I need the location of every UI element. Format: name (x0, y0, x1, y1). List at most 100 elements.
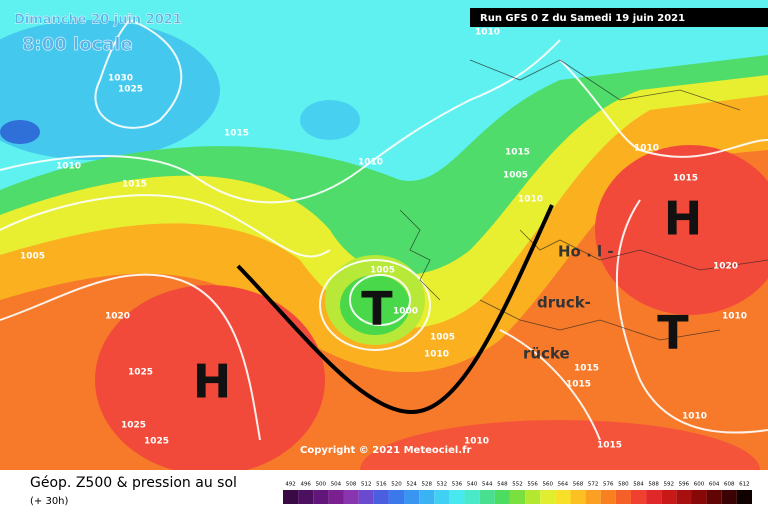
legend-tick-label: 496 (300, 482, 311, 488)
run-label: Run GFS 0 Z du Samedi 19 juin 2021 (480, 13, 685, 24)
legend-lead: (+ 30h) (30, 496, 69, 507)
legend-cell (358, 490, 374, 504)
isobar-label: 1015 (597, 441, 622, 451)
isobar-label: 1005 (20, 252, 45, 262)
field-low (0, 120, 40, 144)
legend-cell (525, 490, 541, 504)
coastlines (399, 59, 768, 341)
legend-tick-label: 568 (573, 482, 584, 488)
legend-tick-label: 572 (588, 482, 599, 488)
legend-tick-label: 608 (724, 482, 735, 488)
legend-tick-label: 592 (664, 482, 675, 488)
field-red (360, 420, 760, 470)
legend-cell (691, 490, 707, 504)
legend-tick-label: 576 (603, 482, 614, 488)
isobar-label: 1020 (713, 262, 738, 272)
legend-cell (313, 490, 329, 504)
isobar-label: 1020 (105, 312, 130, 322)
legend-tick-label: 544 (482, 482, 493, 488)
legend-tick-label: 508 (346, 482, 357, 488)
isobar-label: 1030 (108, 74, 133, 84)
legend-cell (434, 490, 450, 504)
legend-tick-label: 512 (361, 482, 372, 488)
isobar-label: 1010 (682, 412, 707, 422)
copyright: Copyright © 2021 Meteociel.fr (300, 445, 471, 456)
legend-tick-label: 504 (331, 482, 342, 488)
pressure-system: H (664, 192, 703, 246)
isobar-label: 1010 (56, 162, 81, 172)
legend-cell (494, 490, 510, 504)
legend-cell (585, 490, 601, 504)
legend-tick-label: 532 (437, 482, 448, 488)
legend-tick-label: 564 (558, 482, 569, 488)
isobar-label: 1010 (464, 437, 489, 447)
legend-cell (630, 490, 647, 504)
map-annotation: rücke (523, 345, 570, 363)
legend-tick-label: 536 (452, 482, 463, 488)
legend-cell (343, 490, 359, 504)
field-blue (0, 20, 220, 160)
legend-tick-label: 500 (316, 482, 327, 488)
isobar-label: 1015 (505, 148, 530, 158)
legend-cell (676, 490, 692, 504)
legend-tick-label: 524 (406, 482, 417, 488)
pressure-system: T (657, 306, 689, 360)
legend-tick-label: 612 (739, 482, 750, 488)
isobar-label: 1010 (634, 144, 659, 154)
legend-cell (388, 490, 405, 504)
legend-cell (540, 490, 556, 504)
isobar-label: 1010 (358, 158, 383, 168)
legend-title: Géop. Z500 & pression au sol (30, 475, 237, 491)
legend-tick-label: 492 (285, 482, 296, 488)
legend-cell (419, 490, 435, 504)
map-annotation: druck- (537, 294, 591, 312)
isobar-label: 1025 (121, 421, 146, 431)
isobar-label: 1015 (673, 174, 698, 184)
isobar-label: 1005 (430, 333, 455, 343)
legend-cell (721, 490, 737, 504)
isobar-label: 1010 (475, 28, 500, 38)
map-annotation: Ho . l - (558, 243, 614, 261)
legend-cell (600, 490, 616, 504)
isobar-label: 1010 (722, 312, 747, 322)
legend-cell (328, 490, 344, 504)
legend-tick-label: 516 (376, 482, 387, 488)
legend-tick-label: 588 (648, 482, 659, 488)
isobar-label: 1015 (224, 129, 249, 139)
isobar-label: 1005 (370, 266, 395, 276)
time-label: 8:00 locale (22, 34, 133, 55)
legend-tick-label: 556 (527, 482, 538, 488)
field-red (95, 285, 325, 470)
isobars (0, 19, 768, 441)
isobar-label: 1000 (393, 307, 418, 317)
date-label: Dimanche 20 juin 2021 (14, 13, 182, 28)
legend-tick-label: 528 (421, 482, 432, 488)
legend-cell (570, 490, 586, 504)
legend-tick-label: 560 (543, 482, 554, 488)
legend-tick-label: 548 (497, 482, 508, 488)
legend-tick-label: 540 (467, 482, 478, 488)
isobar-label: 1015 (122, 180, 147, 190)
legend-tick-label: 552 (512, 482, 523, 488)
legend-cell (509, 490, 526, 504)
isobar-label: 1015 (566, 380, 591, 390)
legend-cell (555, 490, 571, 504)
trough-line (236, 204, 554, 415)
legend-tick-label: 520 (391, 482, 402, 488)
isobar-label: 1005 (503, 171, 528, 181)
isobar-label: 1025 (128, 368, 153, 378)
legend-tick-label: 580 (618, 482, 629, 488)
field-blue (300, 100, 360, 140)
field-red (595, 145, 768, 315)
isobar-label: 1010 (518, 195, 543, 205)
legend-cell (706, 490, 722, 504)
pressure-system: T (361, 282, 393, 336)
legend-cell (479, 490, 495, 504)
isobar-label: 1025 (144, 437, 169, 447)
legend-tick-label: 604 (709, 482, 720, 488)
pressure-system: H (193, 355, 232, 409)
legend-cell (373, 490, 389, 504)
